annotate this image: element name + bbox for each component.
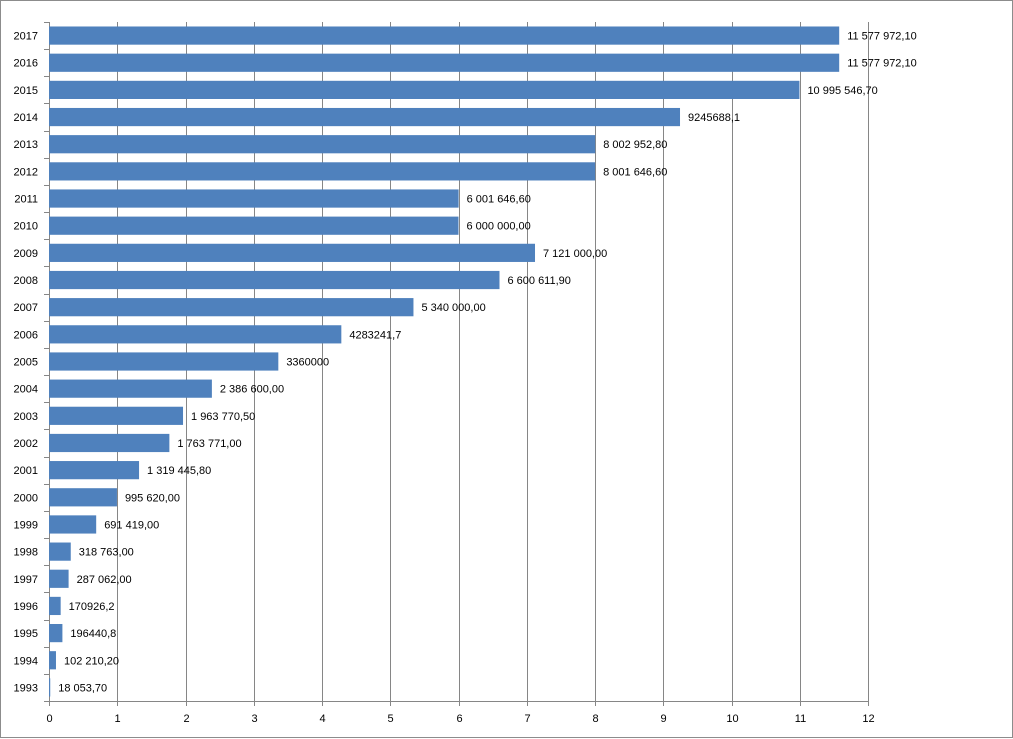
bar (49, 325, 342, 344)
data-label: 1 963 770,50 (191, 411, 255, 423)
y-tick-label: 2008 (14, 275, 38, 287)
data-label: 691 419,00 (104, 519, 159, 531)
bar (49, 488, 117, 507)
bar (49, 298, 414, 317)
y-tick-label: 1995 (14, 628, 38, 640)
y-tick-label: 2014 (14, 112, 38, 124)
y-tick-label: 2009 (14, 248, 38, 260)
x-tick-label: 12 (862, 713, 874, 725)
data-label: 8 001 646,60 (603, 166, 667, 178)
data-label: 4283241,7 (349, 329, 401, 341)
y-tick-label: 2017 (14, 31, 38, 43)
y-tick-label: 2003 (14, 411, 38, 423)
bar (49, 26, 840, 45)
bar (49, 678, 51, 697)
x-tick-label: 4 (319, 713, 325, 725)
bar (49, 352, 279, 371)
bar (49, 243, 536, 262)
data-label: 1 763 771,00 (177, 438, 241, 450)
bar (49, 80, 800, 99)
data-label: 2 386 600,00 (220, 384, 284, 396)
y-tick-label: 2007 (14, 302, 38, 314)
data-label: 7 121 000,00 (543, 248, 607, 260)
x-tick-label: 5 (387, 713, 393, 725)
data-label: 6 600 611,90 (507, 275, 570, 287)
y-tick-label: 1993 (14, 682, 38, 694)
bar (49, 515, 97, 534)
bar (49, 433, 170, 453)
bar (49, 107, 681, 127)
bar (49, 461, 140, 480)
bar (49, 189, 459, 208)
y-tick-label: 2013 (14, 139, 38, 151)
bar (49, 569, 69, 588)
bar (49, 162, 596, 181)
data-label: 11 577 972,10 (847, 31, 917, 43)
y-tick-label: 1996 (14, 601, 38, 613)
bar (49, 135, 596, 154)
data-label: 1 319 445,80 (147, 465, 211, 477)
y-tick-label: 1994 (14, 655, 38, 667)
data-label: 18 053,70 (58, 682, 107, 694)
data-label: 318 763,00 (79, 547, 134, 559)
data-label: 5 340 000,00 (421, 302, 485, 314)
data-label: 196440,8 (70, 628, 116, 640)
bar (49, 542, 71, 561)
data-label: 9245688,1 (688, 112, 740, 124)
data-label: 995 620,00 (125, 492, 180, 504)
y-tick-label: 1997 (14, 574, 38, 586)
y-tick-label: 2010 (14, 221, 38, 233)
x-tick-label: 7 (524, 713, 530, 725)
bar (49, 624, 63, 643)
y-tick-label: 2001 (14, 465, 38, 477)
bar (49, 596, 61, 616)
x-tick-label: 11 (795, 713, 806, 725)
bar (49, 216, 459, 235)
bar (49, 53, 840, 72)
data-label: 8 002 952,80 (603, 139, 667, 151)
y-tick-label: 2002 (14, 438, 38, 450)
data-label: 102 210,20 (64, 655, 119, 667)
x-tick-label: 10 (726, 713, 738, 725)
y-tick-label: 2000 (14, 492, 38, 504)
bar (49, 379, 212, 398)
data-label: 287 062,00 (77, 574, 132, 586)
x-tick-label: 8 (592, 713, 598, 725)
x-tick-label: 1 (114, 713, 120, 725)
x-tick-label: 9 (660, 713, 666, 725)
data-label: 170926,2 (69, 601, 115, 613)
data-label: 6 000 000,00 (467, 221, 531, 233)
data-label: 10 995 546,70 (807, 85, 877, 97)
bar (49, 651, 56, 670)
y-tick-label: 2005 (14, 357, 38, 369)
bar (49, 406, 184, 425)
x-tick-label: 2 (183, 713, 189, 725)
x-tick-label: 6 (456, 713, 462, 725)
y-tick-label: 2006 (14, 329, 38, 341)
y-tick-label: 2016 (14, 58, 38, 70)
data-label: 11 577 972,10 (847, 58, 917, 70)
y-tick-label: 1998 (14, 547, 38, 559)
y-tick-label: 2011 (14, 194, 38, 206)
y-tick-label: 2012 (14, 166, 38, 178)
data-label: 6 001 646,60 (467, 194, 531, 206)
data-label: 3360000 (286, 357, 329, 369)
y-tick-label: 2004 (14, 384, 38, 396)
y-tick-label: 2015 (14, 85, 38, 97)
y-tick-label: 1999 (14, 519, 38, 531)
bar (49, 270, 500, 290)
x-tick-label: 0 (46, 713, 52, 725)
x-tick-label: 3 (251, 713, 257, 725)
